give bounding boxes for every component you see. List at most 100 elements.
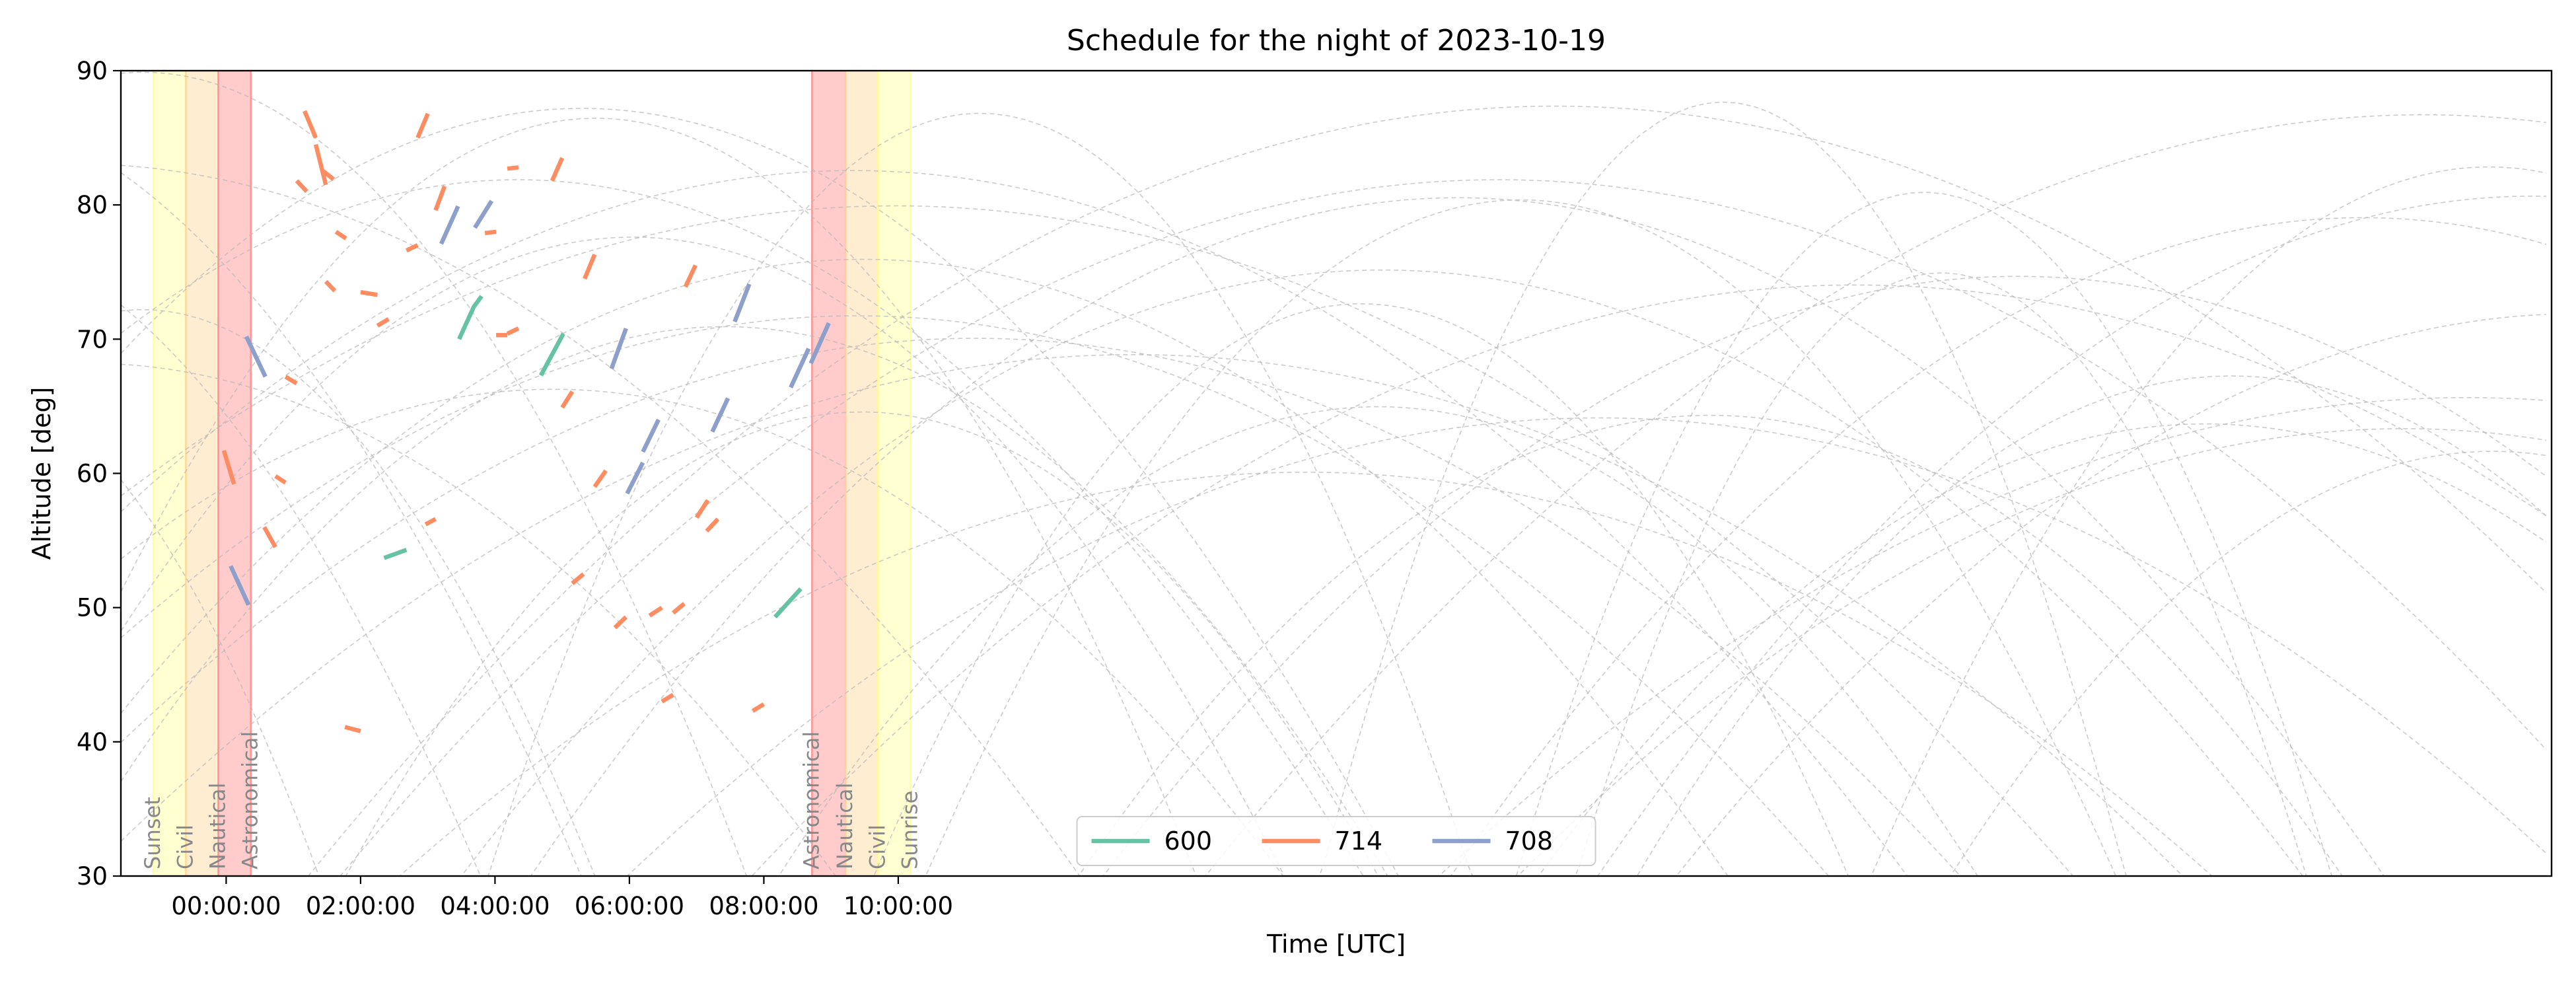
- x-tick-label: 06:00:00: [575, 892, 684, 920]
- series-714-segment: [571, 572, 585, 585]
- altitude-trail: [1517, 427, 2547, 876]
- altitude-trail: [751, 284, 2547, 876]
- series-708-segment: [710, 397, 731, 433]
- y-tick-label: 70: [77, 325, 108, 353]
- series-714-segment: [376, 317, 390, 328]
- x-axis-label: Time [UTC]: [1266, 930, 1406, 959]
- series-708-segment: [229, 565, 251, 606]
- twilight-band: [812, 71, 846, 876]
- series-714-segment: [221, 450, 236, 485]
- series-714-segment: [322, 169, 336, 182]
- series-714-segment: [484, 229, 497, 236]
- altitude-trails: [121, 71, 2547, 876]
- series-708: [229, 200, 831, 606]
- series-714-segment: [592, 469, 608, 488]
- x-tick-label: 02:00:00: [306, 892, 415, 920]
- twilight-band: [153, 71, 186, 876]
- series-714-segment: [324, 279, 337, 293]
- twilight-label: Astronomical: [799, 731, 824, 869]
- series-714-segment: [583, 254, 597, 280]
- x-tick-label: 04:00:00: [440, 892, 550, 920]
- y-tick-label: 80: [77, 191, 108, 219]
- twilight-band: [845, 71, 878, 876]
- series-714-segment: [334, 230, 347, 240]
- altitude-trail: [626, 417, 2547, 876]
- x-tick-label: 10:00:00: [843, 892, 953, 920]
- series-714-segment: [313, 143, 328, 186]
- series-714-segment: [506, 326, 520, 336]
- series-708-segment: [244, 335, 268, 378]
- series-600-segment: [457, 295, 483, 340]
- series-708-segment: [473, 200, 494, 229]
- series-708-segment: [641, 418, 661, 453]
- altitude-trail: [460, 270, 2304, 876]
- series-714-segment: [262, 526, 277, 548]
- series-600-segment: [383, 548, 408, 560]
- series-708-segment: [733, 283, 752, 323]
- altitude-trail: [1438, 396, 2547, 876]
- schedule-series: [221, 110, 831, 733]
- twilight-label: Nautical: [832, 783, 857, 869]
- twilight-label: Civil: [172, 825, 197, 869]
- legend-label-714: 714: [1335, 826, 1383, 856]
- chart-title: Schedule for the night of 2023-10-19: [1067, 24, 1606, 57]
- altitude-trail: [1102, 275, 2547, 876]
- series-714-segment: [613, 615, 628, 630]
- legend-label-708: 708: [1505, 826, 1554, 856]
- series-714-segment: [672, 602, 686, 615]
- series-714-segment: [560, 390, 575, 409]
- legend-box: [1076, 816, 1596, 866]
- altitude-trail: [1450, 217, 2547, 876]
- y-tick-label: 30: [77, 862, 108, 891]
- y-tick-label: 90: [77, 57, 108, 85]
- altitude-trail: [121, 71, 748, 876]
- altitude-trail: [121, 170, 1908, 876]
- altitude-trail: [121, 258, 1729, 876]
- series-708-segment: [625, 461, 645, 495]
- altitude-trail: [121, 309, 596, 876]
- altitude-trail: [121, 363, 837, 876]
- series-708-segment: [789, 348, 811, 388]
- altitude-trail: [121, 388, 1284, 876]
- series-714-segment: [507, 165, 519, 171]
- y-tick-label: 60: [77, 460, 108, 488]
- series-600: [383, 295, 803, 619]
- legend: 600 714 708: [1076, 816, 1596, 866]
- series-714-segment: [415, 112, 430, 139]
- twilight-band: [878, 71, 911, 876]
- altitude-trail: [307, 105, 2547, 876]
- series-714-segment: [683, 264, 698, 288]
- altitude-trail: [121, 205, 2074, 876]
- twilight-label: Astronomical: [238, 731, 263, 869]
- altitude-trail: [1597, 196, 2547, 876]
- altitude-trail: [530, 197, 2385, 876]
- altitude-trail: [121, 326, 1388, 876]
- x-tick-label: 08:00:00: [709, 892, 818, 920]
- series-714-segment: [424, 517, 437, 527]
- altitude-trail: [1515, 192, 2333, 876]
- altitude-trail: [121, 338, 1961, 876]
- twilight-band: [218, 71, 251, 876]
- series-714-segment: [274, 474, 287, 485]
- series-708-segment: [439, 205, 460, 245]
- altitude-trail: [925, 199, 2117, 876]
- twilight-band: [186, 71, 219, 876]
- series-714-segment: [284, 375, 298, 386]
- legend-label-600: 600: [1164, 826, 1213, 856]
- series-714-segment: [433, 185, 447, 211]
- y-tick-label: 40: [77, 728, 108, 756]
- y-tick-label: 50: [77, 594, 108, 622]
- twilight-label: Sunset: [140, 797, 165, 869]
- series-600-segment: [539, 332, 565, 377]
- axis-ticks: 30 40 50 60 70 80 90 00:00:00 02:00:00 04:00:00 06…: [77, 57, 953, 920]
- series-714: [221, 110, 766, 733]
- altitude-trail: [1078, 414, 2343, 876]
- twilight-bands: [152, 71, 912, 876]
- series-714-segment: [694, 499, 710, 519]
- series-714-segment: [550, 157, 565, 182]
- series-714-segment: [751, 702, 766, 713]
- series-714-segment: [344, 725, 361, 733]
- x-tick-label: 00:00:00: [171, 892, 281, 920]
- series-714-segment: [303, 110, 318, 139]
